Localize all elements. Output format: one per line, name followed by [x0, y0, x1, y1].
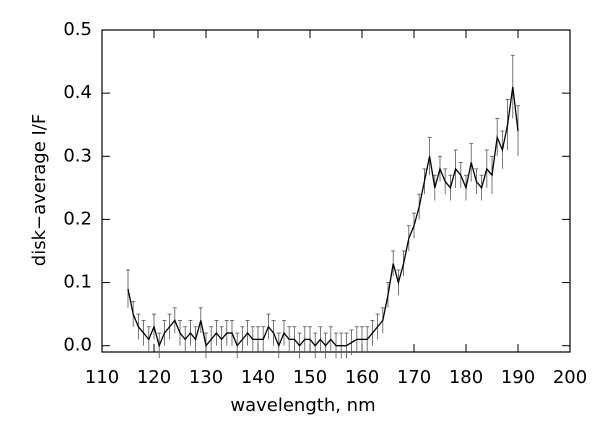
- x-tick-label: 170: [397, 367, 431, 388]
- y-tick-label: 0.0: [63, 335, 92, 356]
- y-tick-label: 0.1: [63, 272, 92, 293]
- y-tick-label: 0.4: [63, 82, 92, 103]
- x-tick-label: 120: [137, 367, 171, 388]
- plot-frame: [101, 29, 571, 353]
- y-tick-label: 0.5: [63, 19, 92, 40]
- data-line: [127, 86, 519, 348]
- x-tick-label: 180: [449, 367, 483, 388]
- x-tick-label: 110: [85, 367, 119, 388]
- x-tick-label: 140: [241, 367, 275, 388]
- y-axis-label: disk−average I/F: [29, 114, 50, 266]
- x-tick-label: 150: [293, 367, 327, 388]
- x-tick-label: 190: [501, 367, 535, 388]
- y-tick-label: 0.3: [63, 145, 92, 166]
- x-tick-label: 160: [345, 367, 379, 388]
- y-tick-label: 0.2: [63, 208, 92, 229]
- x-tick-label: 200: [553, 367, 587, 388]
- x-axis-label: wavelength, nm: [230, 395, 375, 416]
- x-tick-label: 130: [189, 367, 223, 388]
